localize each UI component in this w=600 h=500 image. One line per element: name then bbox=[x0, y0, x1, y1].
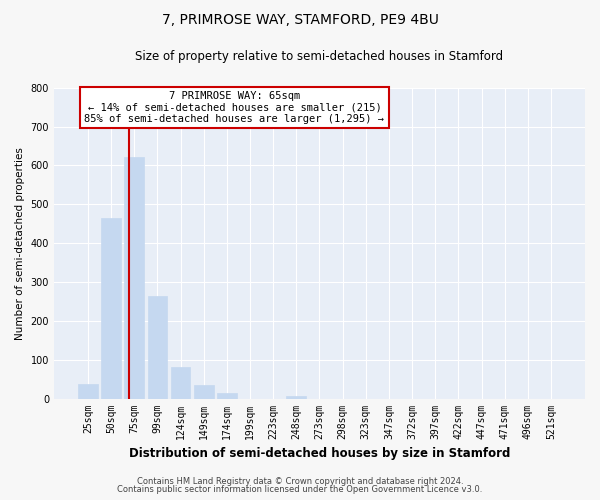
Bar bbox=[194, 384, 214, 398]
Text: Contains HM Land Registry data © Crown copyright and database right 2024.: Contains HM Land Registry data © Crown c… bbox=[137, 477, 463, 486]
Y-axis label: Number of semi-detached properties: Number of semi-detached properties bbox=[15, 146, 25, 340]
Text: Contains public sector information licensed under the Open Government Licence v3: Contains public sector information licen… bbox=[118, 485, 482, 494]
Bar bbox=[148, 296, 167, 399]
X-axis label: Distribution of semi-detached houses by size in Stamford: Distribution of semi-detached houses by … bbox=[129, 447, 510, 460]
Bar bbox=[78, 384, 98, 398]
Bar bbox=[217, 393, 236, 398]
Bar bbox=[286, 396, 306, 398]
Text: 7, PRIMROSE WAY, STAMFORD, PE9 4BU: 7, PRIMROSE WAY, STAMFORD, PE9 4BU bbox=[161, 12, 439, 26]
Title: Size of property relative to semi-detached houses in Stamford: Size of property relative to semi-detach… bbox=[136, 50, 503, 63]
Text: 7 PRIMROSE WAY: 65sqm
← 14% of semi-detached houses are smaller (215)
85% of sem: 7 PRIMROSE WAY: 65sqm ← 14% of semi-deta… bbox=[85, 91, 385, 124]
Bar bbox=[101, 218, 121, 398]
Bar bbox=[124, 156, 144, 398]
Bar bbox=[170, 366, 190, 398]
